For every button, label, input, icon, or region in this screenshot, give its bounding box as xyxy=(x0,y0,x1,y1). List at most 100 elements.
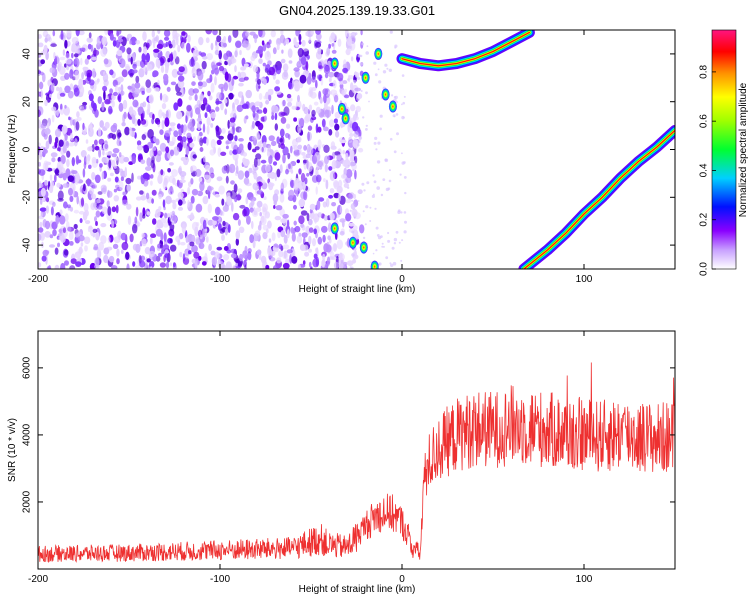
heatmap-noise-cell xyxy=(244,76,249,81)
heatmap-noise-cell xyxy=(328,71,335,78)
heatmap-noise-cell xyxy=(121,36,127,47)
heatmap-noise-cell xyxy=(210,250,216,256)
heatmap-noise-cell xyxy=(351,253,355,257)
heatmap-noise-cell xyxy=(350,56,354,62)
heatmap-noise-cell xyxy=(179,251,183,258)
heatmap-noise-cell xyxy=(91,193,96,200)
heatmap-noise-cell xyxy=(272,193,279,203)
heatmap-noise-cell xyxy=(324,163,328,173)
heatmap-noise-cell xyxy=(278,111,286,117)
heatmap-noise-cell xyxy=(119,58,126,69)
heatmap-noise-cell xyxy=(280,58,286,64)
heatmap-noise-cell xyxy=(297,180,305,191)
heatmap-noise-cell xyxy=(178,75,185,82)
heatmap-noise-cell xyxy=(155,228,163,237)
heatmap-noise-cell xyxy=(401,161,405,165)
heatmap-noise-cell xyxy=(340,259,344,264)
heatmap-noise-cell xyxy=(199,181,205,192)
heatmap-noise-cell xyxy=(307,218,313,226)
heatmap-noise-cell xyxy=(60,30,64,41)
heatmap-noise-cell xyxy=(158,193,163,200)
heatmap-noise-cell xyxy=(159,92,163,101)
heatmap-noise-cell xyxy=(94,145,100,151)
heatmap-noise-cell xyxy=(65,140,70,148)
heatmap-noise-cell xyxy=(209,74,213,83)
heatmap-noise-cell xyxy=(176,91,182,96)
y-tick-label: 40 xyxy=(22,48,33,60)
heatmap-noise-cell xyxy=(172,214,178,224)
heatmap-noise-cell xyxy=(191,221,199,231)
heatmap-noise-cell xyxy=(210,123,214,128)
heatmap-noise-cell xyxy=(396,132,399,136)
heatmap-noise-cell xyxy=(163,73,169,82)
heatmap-noise-cell xyxy=(345,48,351,56)
heatmap-noise-cell xyxy=(369,220,372,222)
heatmap-noise-cell xyxy=(138,68,145,78)
heatmap-noise-cell xyxy=(194,94,198,101)
heatmap-noise-cell xyxy=(179,171,187,177)
heatmap-noise-cell xyxy=(327,222,332,233)
heatmap-noise-cell xyxy=(329,35,334,43)
heatmap-noise-cell xyxy=(232,75,239,80)
heatmap-noise-cell xyxy=(66,159,70,168)
heatmap-noise-cell xyxy=(316,200,321,210)
x-tick-label: 0 xyxy=(399,274,405,285)
heatmap-noise-cell xyxy=(242,250,248,259)
heatmap-noise-cell xyxy=(142,31,147,41)
heatmap-noise-cell xyxy=(60,262,66,269)
heatmap-noise-cell xyxy=(63,106,70,116)
heatmap-noise-cell xyxy=(317,126,322,133)
heatmap-noise-cell xyxy=(280,230,286,238)
heatmap-noise-cell xyxy=(162,199,166,208)
heatmap-noise-cell xyxy=(290,180,294,188)
heatmap-noise-cell xyxy=(307,125,313,131)
heatmap-noise-cell xyxy=(40,212,43,218)
heatmap-noise-cell xyxy=(86,37,93,43)
heatmap-noise-cell xyxy=(92,184,98,189)
heatmap-noise-cell xyxy=(237,188,243,194)
heatmap-noise-cell xyxy=(108,108,113,114)
heatmap-noise-cell xyxy=(170,244,177,252)
heatmap-noise-cell xyxy=(292,179,299,190)
heatmap-noise-cell xyxy=(348,45,352,50)
heatmap-noise-cell xyxy=(225,145,229,150)
x-tick-label: -100 xyxy=(210,274,230,285)
heatmap-noise-cell xyxy=(222,42,227,48)
heatmap-noise-cell xyxy=(186,42,191,53)
heatmap-noise-cell xyxy=(297,264,301,269)
heatmap-noise-cell xyxy=(243,177,250,185)
heatmap-noise-cell xyxy=(50,152,58,158)
heatmap-noise-cell xyxy=(177,98,183,107)
heatmap-noise-cell xyxy=(39,207,47,212)
heatmap-noise-cell xyxy=(226,195,233,206)
heatmap-noise-cell xyxy=(132,223,138,234)
heatmap-noise-cell xyxy=(141,238,147,247)
heatmap-noise-cell xyxy=(347,148,351,151)
heatmap-noise-cell xyxy=(193,251,200,259)
heatmap-noise-cell xyxy=(286,123,291,129)
heatmap-noise-cell xyxy=(206,137,209,146)
heatmap-noise-cell xyxy=(218,50,222,60)
heatmap-noise-cell xyxy=(74,177,79,185)
heatmap-noise-cell xyxy=(323,126,329,132)
heatmap-noise-cell xyxy=(188,95,192,101)
heatmap-noise-cell xyxy=(343,159,351,169)
heatmap-noise-cell xyxy=(59,109,64,115)
heatmap-noise-cell xyxy=(320,77,324,86)
heatmap-noise-cell xyxy=(60,103,63,111)
heatmap-noise-cell xyxy=(203,155,206,163)
heatmap-noise-cell xyxy=(342,80,348,84)
heatmap-noise-cell xyxy=(151,189,157,196)
heatmap-noise-cell xyxy=(234,135,238,142)
heatmap-noise-cell xyxy=(178,199,183,206)
heatmap-noise-cell xyxy=(399,173,402,176)
heatmap-noise-cell xyxy=(128,106,134,115)
heatmap-noise-cell xyxy=(347,193,354,200)
heatmap-noise-cell xyxy=(365,124,368,127)
heatmap-noise-cell xyxy=(50,43,57,48)
heatmap-noise-cell xyxy=(253,157,258,168)
heatmap-noise-cell xyxy=(373,193,375,196)
heatmap-noise-cell xyxy=(78,30,85,36)
heatmap-noise-cell xyxy=(260,159,267,164)
heatmap-noise-cell xyxy=(108,255,115,263)
